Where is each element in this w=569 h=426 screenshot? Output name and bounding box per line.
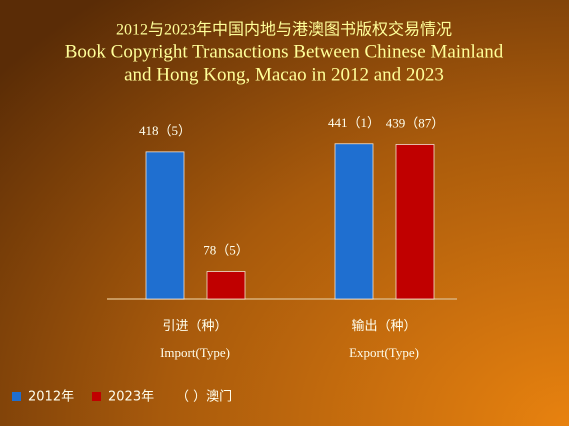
value-label: 418（5）: [139, 123, 191, 138]
x-tick-label: 引进（种）: [162, 318, 227, 333]
legend-label: 2023年: [108, 390, 154, 405]
legend-swatch: [92, 392, 101, 401]
bar: [145, 151, 185, 300]
value-label: 78（5）: [203, 243, 249, 258]
legend-note: （ ）澳门: [176, 389, 232, 405]
bar: [334, 143, 374, 300]
value-label: 439（87）: [386, 115, 445, 130]
x-tick-label: Export(Type): [349, 345, 419, 360]
x-tick-label: 输出（种）: [351, 318, 416, 333]
chart-title: 2012与2023年中国内地与港澳图书版权交易情况: [116, 21, 452, 39]
x-tick-label: Import(Type): [160, 345, 230, 360]
legend-label: 2012年: [28, 390, 74, 405]
chart-subtitle: Book Copyright Transactions Between Chin…: [65, 41, 504, 62]
bar: [395, 144, 435, 300]
legend-swatch: [12, 392, 21, 401]
bar: [206, 271, 246, 300]
chart-subtitle: and Hong Kong, Macao in 2012 and 2023: [124, 64, 444, 85]
value-label: 441（1）: [328, 115, 380, 130]
